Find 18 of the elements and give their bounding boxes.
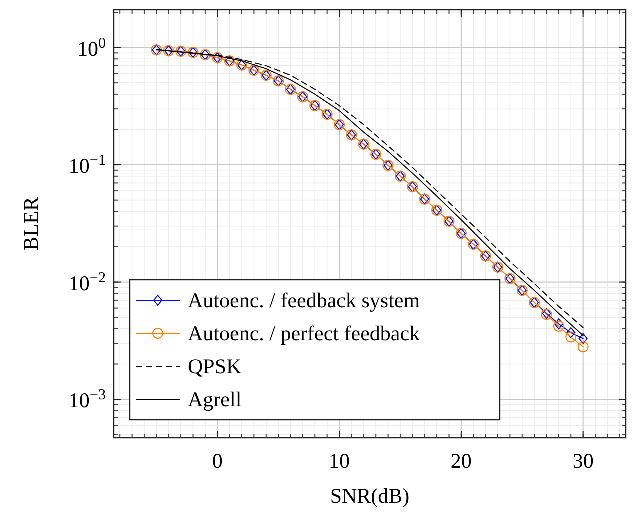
y-tick-label: 10$^{0}$: [77, 36, 106, 61]
legend-label: Agrell: [188, 388, 242, 412]
legend-label: Autoenc. / perfect feedback: [188, 322, 421, 346]
x-tick-label: 10: [329, 449, 350, 473]
legend-label: Autoenc. / feedback system: [188, 288, 420, 312]
x-tick-label: 20: [450, 449, 472, 473]
y-axis-title: BLER: [19, 197, 43, 251]
point: [578, 342, 589, 353]
x-axis-title: SNR(dB): [330, 484, 410, 508]
y-tick-label: 10$^{−1}$: [68, 153, 106, 178]
legend-label: QPSK: [188, 354, 242, 378]
point: [566, 332, 577, 343]
point: [566, 327, 576, 338]
point: [578, 333, 588, 344]
x-tick-label: 30: [572, 449, 594, 473]
x-tick-label: 0: [212, 449, 223, 473]
y-tick-label: 10$^{−3}$: [68, 388, 106, 413]
y-tick-label: 10$^{−2}$: [68, 270, 106, 296]
